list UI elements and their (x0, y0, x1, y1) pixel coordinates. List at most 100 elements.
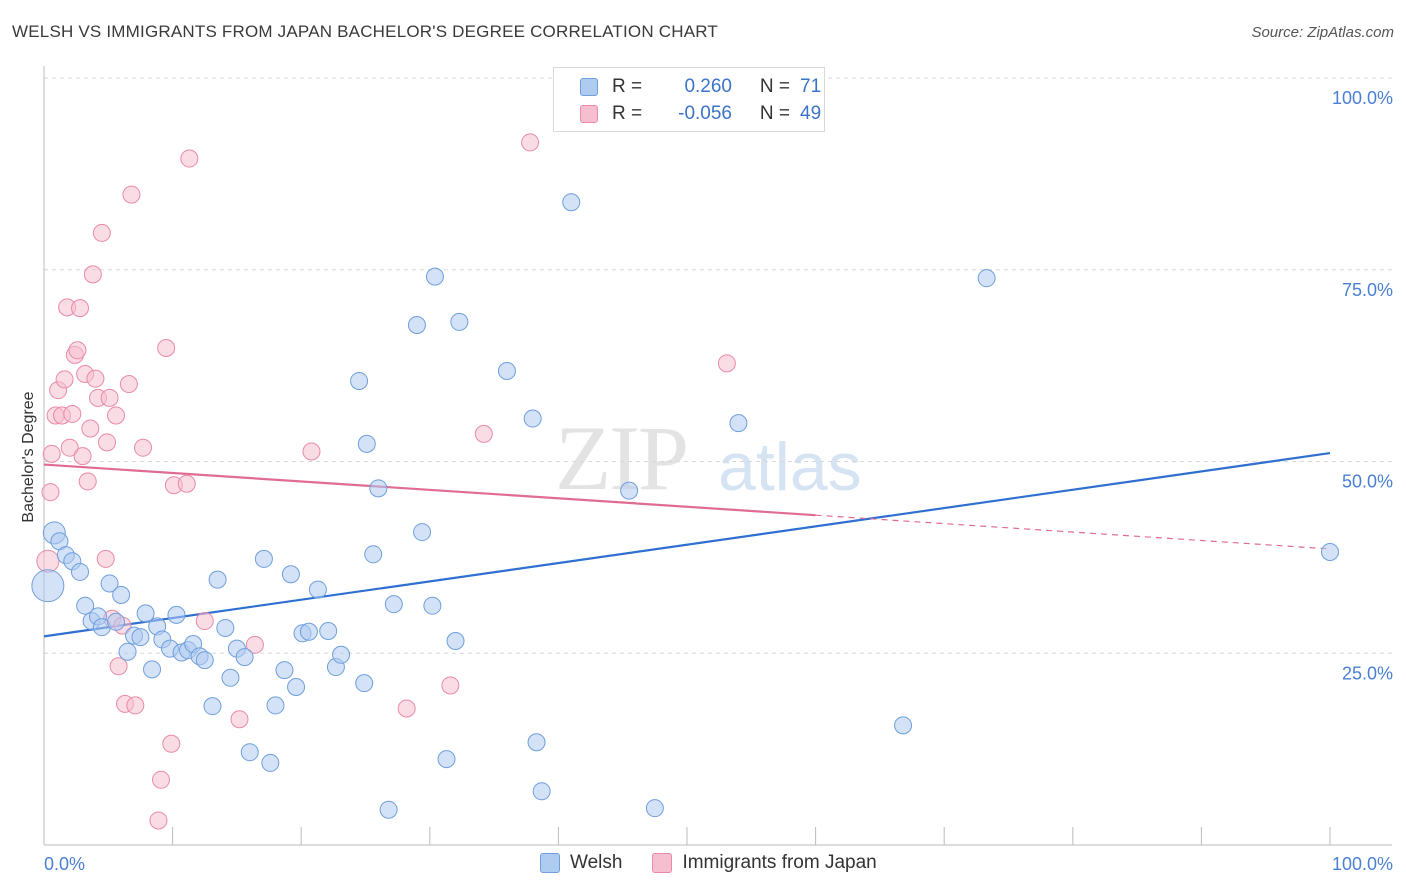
legend-item-welsh: Welsh (540, 852, 622, 874)
welsh-point (195, 651, 214, 670)
welsh-point (977, 269, 996, 288)
japan-point (98, 433, 117, 452)
japan-point (36, 549, 60, 573)
welsh-point (100, 574, 119, 593)
legend-r-value: -0.056 (678, 103, 732, 124)
welsh-point (620, 481, 639, 500)
japan-point (157, 338, 176, 357)
welsh-point (167, 605, 186, 624)
welsh-legend-label: Welsh (570, 852, 623, 873)
japan-point (71, 299, 90, 318)
japan-point (73, 447, 92, 466)
welsh-point (143, 660, 162, 679)
japan-point (134, 438, 153, 457)
data-points (31, 133, 1339, 830)
welsh-point (203, 697, 222, 716)
legend-n-value: 49 (800, 103, 822, 124)
welsh-point (450, 312, 469, 331)
welsh-point (308, 580, 327, 599)
japan-point (63, 404, 82, 423)
japan-swatch (580, 105, 598, 123)
legend-n-label: N = (759, 103, 790, 124)
legend-row-japan: R = -0.056 N = 49 (580, 101, 821, 127)
japan-point (245, 635, 264, 654)
welsh-point (216, 618, 235, 637)
welsh-legend-swatch (540, 853, 560, 873)
japan-point (107, 406, 126, 425)
japan-point (86, 369, 105, 388)
welsh-point (369, 479, 388, 498)
welsh-point (1321, 543, 1339, 562)
welsh-point (221, 668, 240, 687)
y-axis-label: Bachelor's Degree (20, 391, 37, 522)
trend-lines (43, 451, 1331, 638)
chart-title: WELSH VS IMMIGRANTS FROM JAPAN BACHELOR'… (12, 22, 718, 41)
japan-point (152, 770, 171, 789)
welsh-trend-line (43, 451, 1331, 638)
x-tick-label-min: 0.0% (44, 854, 85, 874)
japan-point (717, 354, 736, 373)
welsh-point (894, 716, 913, 735)
legend-r-label: R = (612, 103, 643, 124)
welsh-point (425, 267, 444, 286)
welsh-point (446, 631, 465, 650)
y-tick-label: 75.0% (1342, 280, 1393, 300)
welsh-point (319, 622, 338, 641)
welsh-point (266, 696, 285, 715)
legend-item-japan: Immigrants from Japan (652, 852, 877, 874)
welsh-point (275, 661, 294, 680)
stats-legend: R = 0.260 N = 71 R = -0.056 N = 49 (553, 67, 825, 132)
japan-point (60, 438, 79, 457)
welsh-point (240, 743, 259, 762)
welsh-point (235, 648, 254, 667)
welsh-point (729, 414, 748, 433)
welsh-point (562, 193, 581, 212)
welsh-point (287, 677, 306, 696)
legend-n-label: N = (759, 76, 790, 97)
welsh-point (413, 523, 432, 542)
japan-point (162, 734, 181, 753)
japan-point (41, 483, 60, 502)
welsh-point (136, 604, 155, 623)
welsh-point (281, 565, 300, 584)
japan-point (100, 388, 119, 407)
welsh-point (645, 799, 664, 818)
welsh-point (532, 782, 551, 801)
welsh-point (497, 361, 516, 380)
japan-point (68, 341, 87, 360)
series-legend: Welsh Immigrants from Japan (540, 852, 907, 874)
japan-point (302, 442, 321, 461)
japan-point (521, 133, 540, 152)
japan-point (109, 657, 128, 676)
welsh-point (407, 315, 426, 334)
welsh-point (112, 585, 131, 604)
y-tick-label: 100.0% (1332, 88, 1393, 108)
legend-r-value: 0.260 (684, 76, 732, 97)
watermark-atlas: atlas (718, 429, 862, 505)
chart-source: Source: ZipAtlas.com (1251, 24, 1394, 41)
japan-legend-label: Immigrants from Japan (682, 852, 877, 873)
japan-point (83, 265, 102, 284)
welsh-point (423, 596, 442, 615)
japan-point (474, 424, 493, 443)
welsh-point (332, 645, 351, 664)
japan-point (92, 223, 111, 242)
legend-n-value: 71 (800, 76, 822, 97)
welsh-point (107, 612, 126, 631)
japan-point (122, 185, 141, 204)
japan-point (230, 710, 249, 729)
welsh-point (254, 549, 273, 568)
japan-point (96, 549, 115, 568)
welsh-point (208, 570, 227, 589)
japan-point (195, 612, 214, 631)
japan-legend-swatch (652, 853, 673, 873)
japan-point (81, 419, 100, 438)
y-tick-label: 50.0% (1342, 472, 1393, 492)
japan-trend-line (43, 463, 816, 517)
tick-labels: 25.0% 50.0% 75.0% 100.0% 0.0% 100.0% Bachelor'… (20, 88, 1393, 874)
grid (44, 77, 1392, 654)
legend-row-welsh: R = 0.260 N = 71 (580, 74, 821, 100)
welsh-point (118, 642, 137, 661)
japan-point (149, 811, 168, 830)
